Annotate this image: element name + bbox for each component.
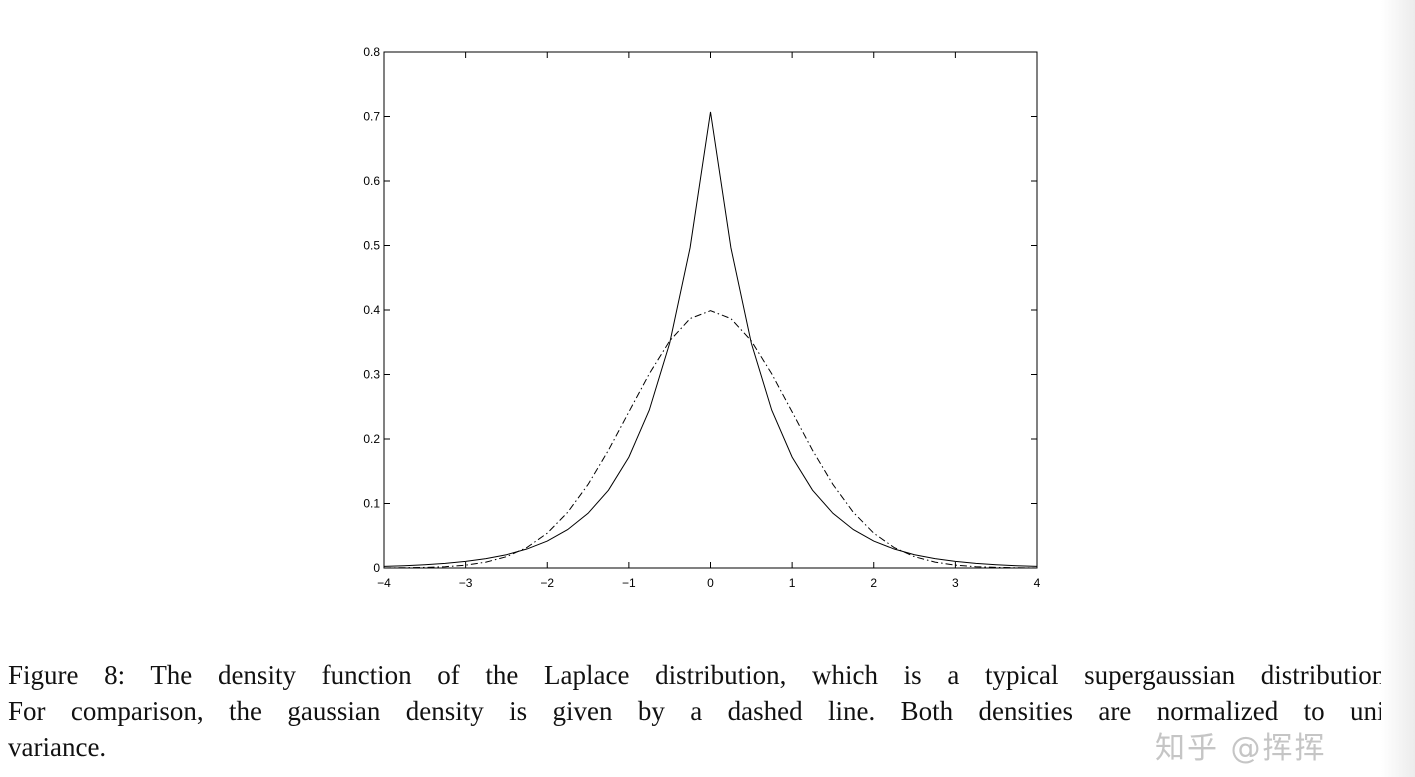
gaussian-density-line — [383, 310, 1038, 569]
caption-line: Figure 8: The density function of the La… — [8, 660, 1392, 690]
x-tick-label: −3 — [459, 576, 473, 590]
x-tick-label: −4 — [377, 576, 391, 590]
y-tick-label: 0.2 — [363, 432, 380, 446]
laplace-density-line — [383, 111, 1038, 567]
y-tick-label: 0.3 — [363, 368, 380, 382]
y-tick-label: 0.5 — [363, 239, 380, 253]
chart: −4 −3 −2 −1 0 1 2 3 4 0 0.1 0.2 0.3 0.4 0.5 0.6 0.7 0.8 — [363, 45, 1041, 590]
x-tick-label: 1 — [789, 576, 796, 590]
figure-caption: Figure 8: The density function of the La… — [8, 657, 1392, 765]
caption-line: variance. — [8, 732, 107, 762]
x-tick-label: 2 — [870, 576, 877, 590]
x-tick-label: −1 — [622, 576, 636, 590]
y-tick-label: 0 — [373, 561, 380, 575]
x-tick-label: 0 — [707, 576, 714, 590]
y-tick-label: 0.6 — [363, 174, 380, 188]
x-tick-label: 4 — [1034, 576, 1041, 590]
y-tick-label: 0.1 — [363, 497, 380, 511]
x-tick-label: 3 — [952, 576, 959, 590]
plot-frame — [383, 51, 1038, 569]
page-edge-shadow — [1381, 0, 1415, 777]
caption-line: For comparison, the gaussian density is … — [8, 696, 1392, 726]
y-tick-label: 0.4 — [363, 303, 380, 317]
x-tick-label: −2 — [540, 576, 554, 590]
y-tick-label: 0.7 — [363, 110, 380, 124]
y-tick-label: 0.8 — [363, 45, 380, 59]
